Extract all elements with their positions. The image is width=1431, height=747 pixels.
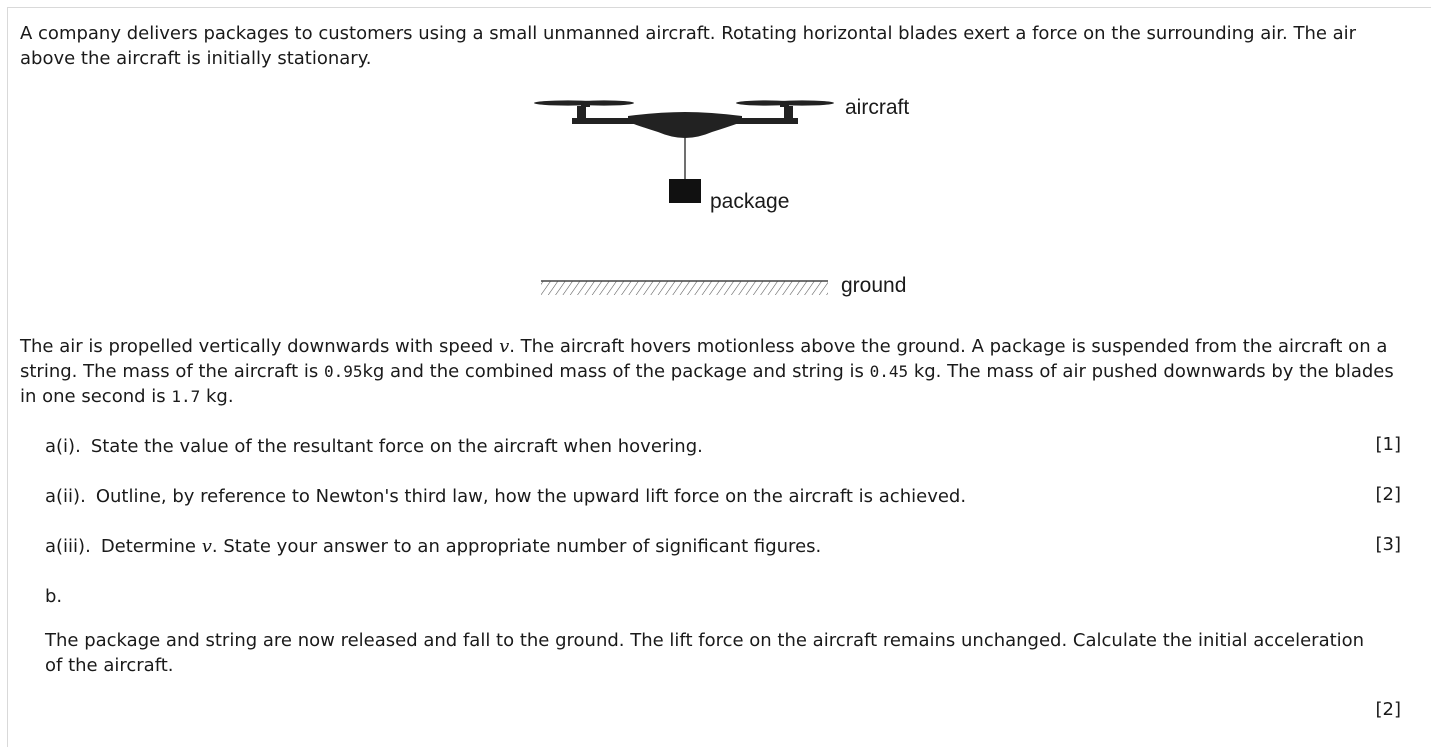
question-text: of the aircraft. [45, 655, 174, 676]
var-v: v [201, 536, 212, 557]
marks-a-i: [1] [1375, 434, 1402, 455]
var-v: v [499, 336, 510, 357]
stem-text-1: The air is propelled vertically downward… [20, 336, 500, 357]
mass-aircraft: 0.95 [323, 362, 363, 381]
stem-text: The air is propelled vertically downward… [20, 334, 1425, 409]
question-b: The package and string are now released … [45, 628, 1405, 678]
question-a-iii: a(iii). Determine v. State your answer to… [45, 534, 1405, 559]
question-number: a(iii). [45, 536, 91, 557]
stem-text-4: kg and the combined mass of the package … [362, 361, 870, 382]
marks-a-iii: [3] [1375, 534, 1402, 555]
marks-a-ii: [2] [1375, 484, 1402, 505]
stem-text-7: kg. [200, 386, 234, 407]
label-ground: ground [841, 274, 907, 297]
package-icon [669, 179, 701, 203]
label-aircraft: aircraft [845, 96, 910, 119]
right-rotor-icon [736, 100, 834, 121]
stem-text-6: in one second is [20, 386, 172, 407]
question-number: b. [45, 586, 63, 607]
aircraft-body-icon [628, 112, 742, 138]
stem-text-2: . The aircraft hovers motionless above t… [509, 336, 1388, 357]
stem-text-3: string. The mass of the aircraft is [20, 361, 324, 382]
question-text: Outline, by reference to Newton's third … [95, 486, 967, 507]
question-a-ii: a(ii). Outline, by reference to Newton's … [45, 484, 1405, 509]
question-b-number: b. [45, 584, 1405, 609]
intro-line-2: above the aircraft is initially stationa… [20, 48, 372, 69]
question-text: State the value of the resultant force o… [90, 436, 703, 457]
question-a-i: a(i). State the value of the resultant fo… [45, 434, 1405, 459]
stem-text-5: kg. The mass of air pushed downwards by … [908, 361, 1394, 382]
label-package: package [710, 190, 790, 213]
mass-package: 0.45 [869, 362, 909, 381]
question-text: . State your answer to an appropriate nu… [211, 536, 822, 557]
question-text: The package and string are now released … [45, 630, 1365, 651]
question-text: Determine [100, 536, 202, 557]
left-rotor-icon [534, 100, 634, 121]
question-number: a(i). [45, 436, 81, 457]
intro-line-1: A company delivers packages to customers… [20, 23, 1357, 44]
question-panel [7, 7, 1431, 747]
question-number: a(ii). [45, 486, 86, 507]
marks-b: [2] [1375, 699, 1402, 720]
ground-hatch [541, 281, 828, 295]
mass-air: 1.7 [171, 387, 201, 406]
intro-text: A company delivers packages to customers… [20, 21, 1425, 71]
aircraft-diagram [534, 100, 834, 295]
